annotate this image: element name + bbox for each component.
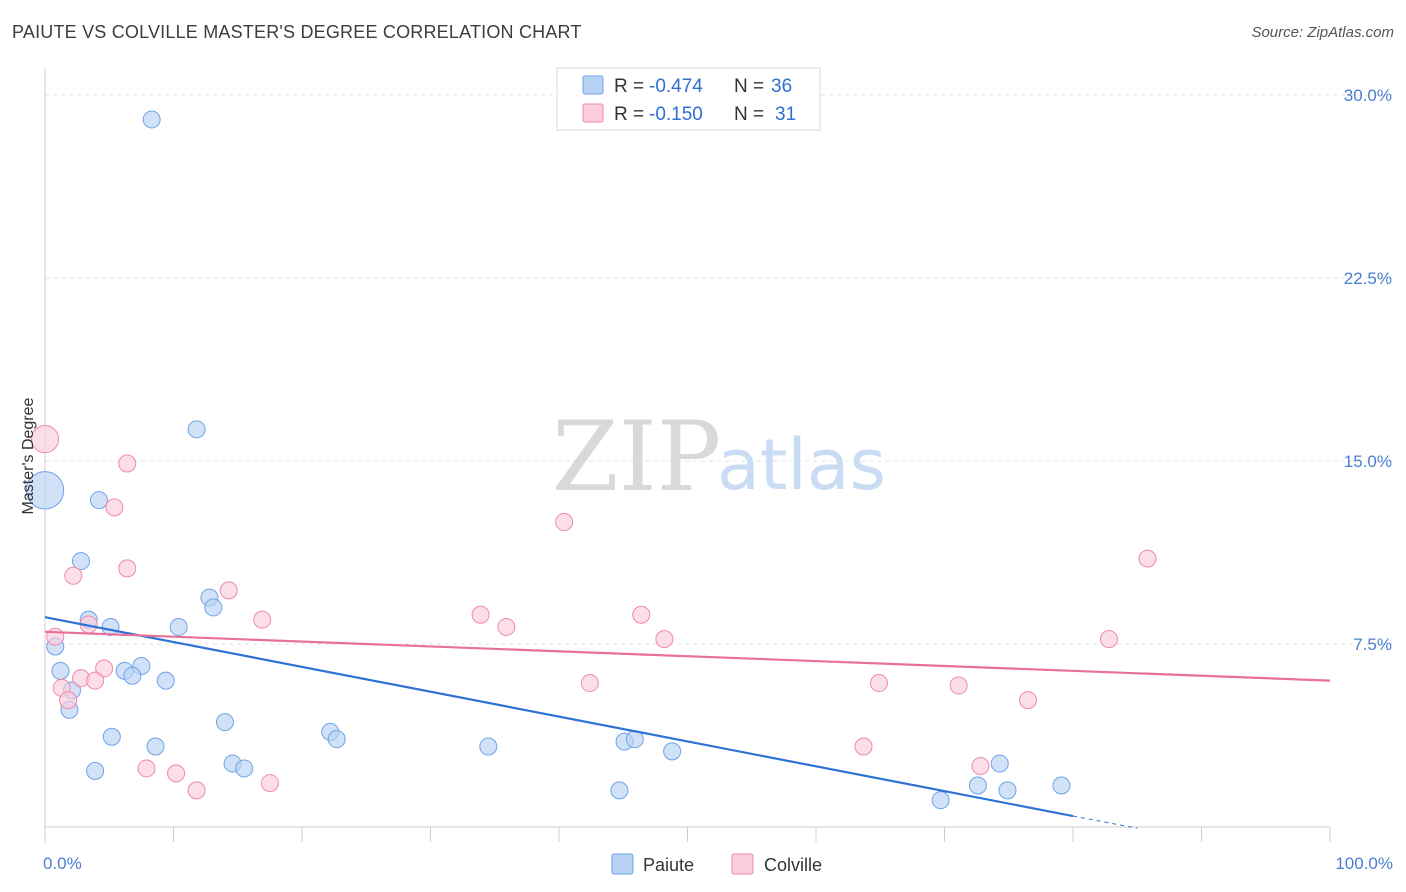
point-paiute-9 [204, 598, 223, 617]
point-colville-21 [580, 674, 599, 693]
point-paiute-18 [102, 727, 121, 746]
point-colville-6 [118, 559, 137, 578]
legend-n-value-paiute: 36 [771, 76, 792, 97]
point-paiute-6 [101, 617, 120, 636]
point-colville-2 [105, 498, 124, 517]
tick-labels: 7.5% 15.0% 22.5% 30.0% 0.0% 100.0% [43, 86, 1393, 873]
point-colville-4 [1138, 549, 1157, 568]
trend-line-paiute [44, 616, 1074, 818]
point-paiute-4 [71, 552, 90, 571]
point-colville-23 [949, 676, 968, 695]
point-paiute-29 [663, 742, 682, 761]
point-paiute-11 [51, 661, 70, 680]
point-colville-14 [46, 627, 65, 646]
point-colville-18 [86, 671, 105, 690]
point-colville-3 [555, 513, 574, 532]
legend-n-label-paiute: N = [734, 76, 764, 97]
point-paiute-0 [142, 110, 161, 129]
point-paiute-23 [86, 761, 105, 780]
point-paiute-33 [968, 776, 987, 795]
point-colville-11 [632, 605, 651, 624]
point-colville-22 [869, 674, 888, 693]
point-paiute-19 [146, 737, 165, 756]
point-paiute-22 [235, 759, 254, 778]
point-colville-0 [30, 424, 60, 454]
legend-r-label-paiute: R = [614, 76, 644, 97]
point-paiute-15 [156, 671, 175, 690]
series-label-paiute: Paiute [643, 855, 694, 875]
point-paiute-20 [215, 713, 234, 732]
point-paiute-32 [998, 781, 1017, 800]
y-tick-label-1: 15.0% [1344, 452, 1392, 471]
series-label-colville: Colville [764, 855, 822, 875]
y-axis-label: Master's Degree [20, 397, 37, 514]
point-colville-5 [64, 566, 83, 585]
point-colville-24 [1019, 691, 1038, 710]
point-colville-10 [497, 617, 516, 636]
legend-r-value-paiute: -0.474 [649, 76, 703, 97]
legend-r-value-colville: -0.150 [649, 104, 703, 125]
point-colville-30 [260, 774, 279, 793]
point-paiute-3 [89, 491, 108, 510]
gridlines [45, 94, 1392, 645]
point-paiute-1 [25, 471, 65, 510]
point-colville-16 [95, 659, 114, 678]
source-credit: Source: ZipAtlas.com [1251, 24, 1394, 41]
watermark-zip: ZIP [552, 401, 721, 513]
data-points [25, 110, 1157, 810]
point-colville-9 [471, 605, 490, 624]
legend-n-label-colville: N = [734, 104, 764, 125]
trend-lines [44, 616, 1331, 829]
series-swatch-colville [731, 853, 754, 875]
point-paiute-14 [123, 666, 142, 685]
point-paiute-30 [610, 781, 629, 800]
watermark: ZIP atlas [552, 401, 886, 513]
point-colville-8 [253, 610, 272, 629]
point-colville-13 [1099, 630, 1118, 649]
trend-extension-paiute [1072, 815, 1138, 829]
point-paiute-7 [169, 617, 188, 636]
point-colville-27 [137, 759, 156, 778]
point-colville-26 [971, 757, 990, 776]
legend-n-value-colville: 31 [775, 104, 796, 125]
point-paiute-34 [1052, 776, 1071, 795]
point-colville-25 [854, 737, 873, 756]
point-paiute-25 [327, 730, 346, 749]
point-paiute-35 [931, 791, 950, 810]
watermark-atlas: atlas [717, 424, 886, 506]
legend-r-label-colville: R = [614, 104, 644, 125]
point-colville-7 [219, 581, 238, 600]
point-colville-29 [187, 781, 206, 800]
legend-swatch-colville [582, 103, 604, 123]
series-swatch-paiute [611, 853, 634, 875]
point-paiute-26 [479, 737, 498, 756]
point-colville-1 [118, 454, 137, 473]
trend-line-colville [44, 630, 1331, 682]
series-legend: Paiute Colville [611, 853, 822, 875]
chart-title: PAIUTE VS COLVILLE MASTER'S DEGREE CORRE… [12, 22, 582, 42]
point-colville-20 [59, 691, 78, 710]
x-tick-label-0: 0.0% [43, 854, 82, 873]
point-paiute-2 [187, 420, 206, 439]
y-tick-label-2: 22.5% [1344, 269, 1392, 288]
point-paiute-31 [990, 754, 1009, 773]
point-colville-28 [167, 764, 186, 783]
legend-swatch-paiute [582, 75, 604, 95]
axes [44, 68, 1331, 843]
correlation-legend: R = -0.474 N = 36 R = -0.150 N = 31 [556, 67, 821, 131]
point-colville-12 [655, 630, 674, 649]
x-tick-label-1: 100.0% [1335, 854, 1393, 873]
y-tick-label-0: 7.5% [1353, 635, 1392, 654]
y-tick-label-3: 30.0% [1344, 86, 1392, 105]
